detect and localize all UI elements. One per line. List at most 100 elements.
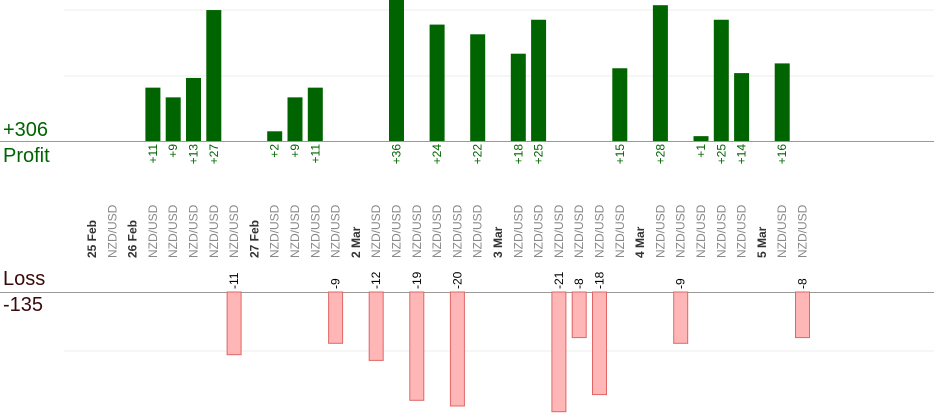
profit-value-label: +11 [308, 144, 322, 164]
date-label: 5 Mar [755, 226, 769, 258]
profit-bar [693, 136, 709, 141]
profit-bar [307, 87, 323, 141]
pair-label: NZD/USD [146, 204, 160, 258]
profit-value-label: +22 [471, 144, 485, 165]
profit-bar [774, 63, 790, 141]
profit-value-label: +9 [166, 144, 180, 158]
loss-bar [409, 291, 425, 401]
profit-bar [510, 53, 526, 142]
profit-value-label: +28 [653, 144, 667, 165]
pair-label: NZD/USD [207, 204, 221, 258]
pair-label: NZD/USD [532, 204, 546, 258]
profit-bar [612, 68, 628, 141]
pair-label: NZD/USD [572, 204, 586, 258]
profit-value-label: +25 [714, 144, 728, 165]
loss-value-label: -21 [552, 271, 566, 289]
profit-value-label: +14 [735, 144, 749, 165]
loss-bar [449, 291, 465, 407]
date-label: 27 Feb [247, 220, 261, 258]
profit-bar [531, 19, 547, 141]
profit-value-label: +1 [694, 144, 708, 158]
category-labels: 25 Feb NZD/USD 26 Feb NZD/USD +11 NZD/USD +9 NZ… [85, 144, 810, 289]
profit-value-label: +18 [511, 144, 525, 165]
profit-bar [734, 73, 750, 141]
date-label: 25 Feb [85, 220, 99, 258]
pair-label: NZD/USD [593, 204, 607, 258]
pair-label: NZD/USD [511, 204, 525, 258]
pair-label: NZD/USD [735, 204, 749, 258]
bar-series [145, 0, 810, 413]
loss-bar [551, 291, 567, 413]
profit-value-label: +13 [187, 144, 201, 165]
loss-value-label: -12 [369, 271, 383, 289]
loss-bar [328, 291, 344, 344]
date-label: 3 Mar [491, 226, 505, 258]
date-label: 2 Mar [349, 226, 363, 258]
pair-label: NZD/USD [796, 204, 810, 258]
profit-value-label: +25 [532, 144, 546, 165]
loss-bar [226, 291, 242, 356]
profit-bar [713, 19, 729, 141]
pair-label: NZD/USD [227, 204, 241, 258]
pair-label: NZD/USD [714, 204, 728, 258]
profit-bar [206, 10, 222, 141]
profit-value-label: +24 [430, 144, 444, 165]
grid-lines [0, 9, 934, 352]
loss-bar [673, 291, 689, 344]
pair-label: NZD/USD [105, 204, 119, 258]
profit-value-label: +15 [613, 144, 627, 165]
loss-label: Loss [3, 268, 46, 290]
pair-label: NZD/USD [613, 204, 627, 258]
pair-label: NZD/USD [288, 204, 302, 258]
pair-label: NZD/USD [674, 204, 688, 258]
pair-label: NZD/USD [450, 204, 464, 258]
loss-value-label: -8 [796, 278, 810, 289]
loss-value-label: -19 [410, 271, 424, 289]
loss-bar [592, 291, 607, 396]
loss-value-label: -11 [227, 272, 241, 289]
profit-bar [429, 24, 445, 142]
profit-bar [389, 0, 404, 141]
loss-total: -135 [3, 294, 44, 316]
pair-label: NZD/USD [308, 204, 322, 258]
pair-label: NZD/USD [775, 204, 789, 258]
profit-value-label: +2 [268, 144, 282, 158]
profit-total: +306 [3, 119, 49, 141]
pair-label: NZD/USD [552, 204, 566, 258]
profit-label: Profit [3, 145, 50, 167]
pair-label: NZD/USD [268, 204, 282, 258]
loss-bar [368, 291, 384, 361]
pair-label: NZD/USD [369, 204, 383, 258]
pair-label: NZD/USD [329, 204, 343, 258]
date-label: 26 Feb [126, 220, 140, 258]
profit-bar [186, 77, 201, 141]
profit-bar [652, 5, 668, 142]
loss-value-label: -9 [674, 278, 688, 289]
profit-value-label: +11 [146, 144, 160, 164]
profit-value-label: +16 [775, 144, 789, 165]
loss-value-label: -20 [450, 271, 464, 289]
loss-bar [795, 291, 810, 339]
pair-label: NZD/USD [390, 204, 404, 258]
pair-label: NZD/USD [653, 204, 667, 258]
pair-label: NZD/USD [471, 204, 485, 258]
profit-value-label: +27 [207, 144, 221, 165]
profit-bar [267, 131, 283, 141]
loss-bar [571, 291, 587, 339]
profit-bar [470, 34, 486, 141]
date-label: 4 Mar [633, 226, 647, 258]
profit-value-label: +36 [390, 144, 404, 165]
pair-label: NZD/USD [410, 204, 424, 258]
loss-value-label: -18 [593, 271, 607, 289]
loss-value-label: -8 [572, 278, 586, 289]
pair-label: NZD/USD [694, 204, 708, 258]
pair-label: NZD/USD [430, 204, 444, 258]
loss-value-label: -9 [329, 278, 343, 289]
pair-label: NZD/USD [166, 204, 180, 258]
pair-label: NZD/USD [187, 204, 201, 258]
profit-value-label: +9 [288, 144, 302, 158]
profit-bar [145, 87, 161, 141]
profit-bar [165, 97, 181, 141]
profit-bar [287, 97, 303, 141]
